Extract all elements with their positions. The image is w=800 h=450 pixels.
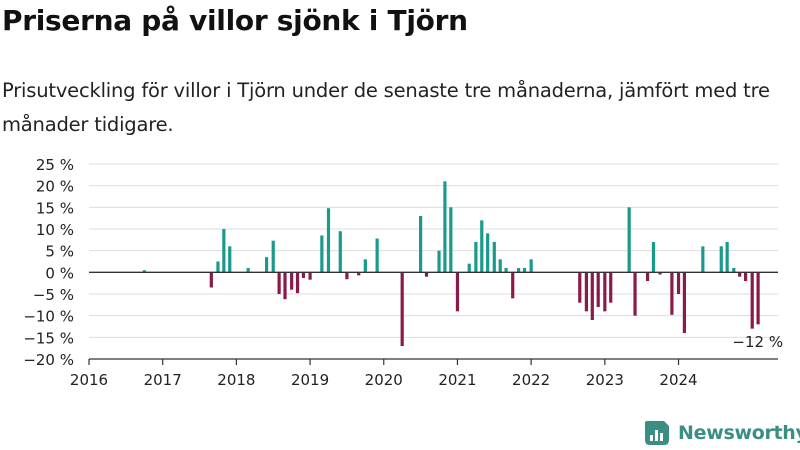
bar bbox=[750, 272, 754, 329]
y-axis-tick-labels: 25 % 20 % 15 % 10 % 5 % 0 % −5 % −10 % −15 % −20 … bbox=[23, 156, 74, 369]
x-tick-label: 2017 bbox=[144, 371, 182, 389]
bar bbox=[756, 272, 760, 325]
bar bbox=[228, 246, 232, 273]
bar bbox=[443, 181, 447, 273]
brand-logo: Newsworthy bbox=[644, 420, 800, 446]
bar bbox=[517, 268, 521, 273]
bar bbox=[246, 268, 250, 273]
bar bbox=[522, 268, 527, 273]
bar bbox=[357, 272, 361, 276]
x-tick-label: 2021 bbox=[438, 371, 476, 389]
bar bbox=[455, 272, 460, 312]
x-tick-label: 2023 bbox=[586, 371, 624, 389]
page-subtitle: Prisutveckling för villor i Tjörn under … bbox=[2, 79, 770, 136]
bar bbox=[658, 272, 662, 275]
grid-lines bbox=[89, 163, 778, 338]
bar bbox=[511, 272, 515, 299]
bar bbox=[743, 272, 748, 281]
x-tick-label: 2024 bbox=[659, 371, 697, 389]
bar bbox=[627, 207, 631, 273]
x-tick-label: 2019 bbox=[291, 371, 329, 389]
bar bbox=[400, 272, 404, 346]
y-tick-label: 0 % bbox=[45, 264, 74, 282]
bars bbox=[142, 181, 760, 346]
bar bbox=[326, 208, 331, 273]
bar bbox=[578, 272, 582, 303]
bar bbox=[437, 250, 441, 273]
x-tick-label: 2018 bbox=[217, 371, 255, 389]
bar bbox=[277, 272, 281, 294]
bar bbox=[345, 272, 349, 280]
brand-name: Newsworthy bbox=[678, 422, 800, 444]
x-tick-label: 2016 bbox=[70, 371, 108, 389]
bar bbox=[467, 263, 471, 273]
newsworthy-logo-icon bbox=[645, 421, 669, 445]
bar bbox=[492, 242, 496, 273]
bar bbox=[738, 272, 742, 277]
bar bbox=[283, 272, 287, 300]
y-tick-label: −10 % bbox=[23, 308, 74, 326]
page-title: Priserna på villor sjönk i Tjörn bbox=[2, 4, 468, 37]
bar bbox=[449, 207, 453, 273]
bar bbox=[504, 268, 508, 273]
bar bbox=[609, 272, 613, 303]
x-axis-ticks: 2016 2017 2018 2019 2020 2021 2022 2023 2024 bbox=[70, 359, 698, 389]
bar bbox=[424, 272, 429, 277]
bar bbox=[264, 257, 269, 273]
y-tick-label: 10 % bbox=[36, 221, 74, 239]
bar bbox=[529, 259, 533, 273]
bar bbox=[363, 259, 367, 273]
y-tick-label: 15 % bbox=[36, 199, 74, 217]
bar bbox=[603, 272, 607, 312]
bar bbox=[216, 261, 220, 273]
bar bbox=[474, 242, 478, 273]
bar bbox=[375, 238, 379, 273]
x-tick-label: 2022 bbox=[512, 371, 550, 389]
y-tick-label: 5 % bbox=[45, 243, 74, 261]
bar bbox=[295, 272, 300, 294]
bar bbox=[645, 272, 650, 281]
bar bbox=[725, 242, 729, 273]
bar bbox=[222, 229, 226, 273]
bar bbox=[590, 272, 594, 320]
y-tick-label: 25 % bbox=[36, 156, 74, 174]
bar bbox=[308, 272, 312, 280]
y-tick-label: −20 % bbox=[23, 351, 74, 369]
bar bbox=[338, 231, 342, 273]
bar bbox=[290, 272, 294, 290]
bar bbox=[701, 246, 705, 273]
bar bbox=[584, 272, 589, 312]
bar bbox=[486, 233, 490, 273]
bar bbox=[498, 259, 502, 273]
bar bbox=[271, 240, 275, 273]
y-tick-label: −5 % bbox=[33, 286, 74, 304]
bar bbox=[419, 216, 423, 273]
bar bbox=[732, 268, 736, 273]
bar bbox=[682, 272, 687, 333]
bar bbox=[676, 272, 681, 294]
bar bbox=[142, 270, 146, 273]
bar bbox=[596, 272, 600, 307]
bar bbox=[670, 272, 674, 315]
bar bbox=[633, 272, 637, 316]
bar bbox=[301, 272, 306, 278]
last-value-annotation: −12 % bbox=[732, 333, 783, 351]
bar bbox=[209, 272, 213, 288]
x-tick-label: 2020 bbox=[365, 371, 403, 389]
bar bbox=[651, 242, 656, 273]
bar bbox=[719, 246, 723, 273]
bar bbox=[480, 220, 484, 273]
y-tick-label: −15 % bbox=[23, 329, 74, 347]
bar bbox=[320, 235, 324, 273]
y-tick-label: 20 % bbox=[36, 178, 74, 196]
